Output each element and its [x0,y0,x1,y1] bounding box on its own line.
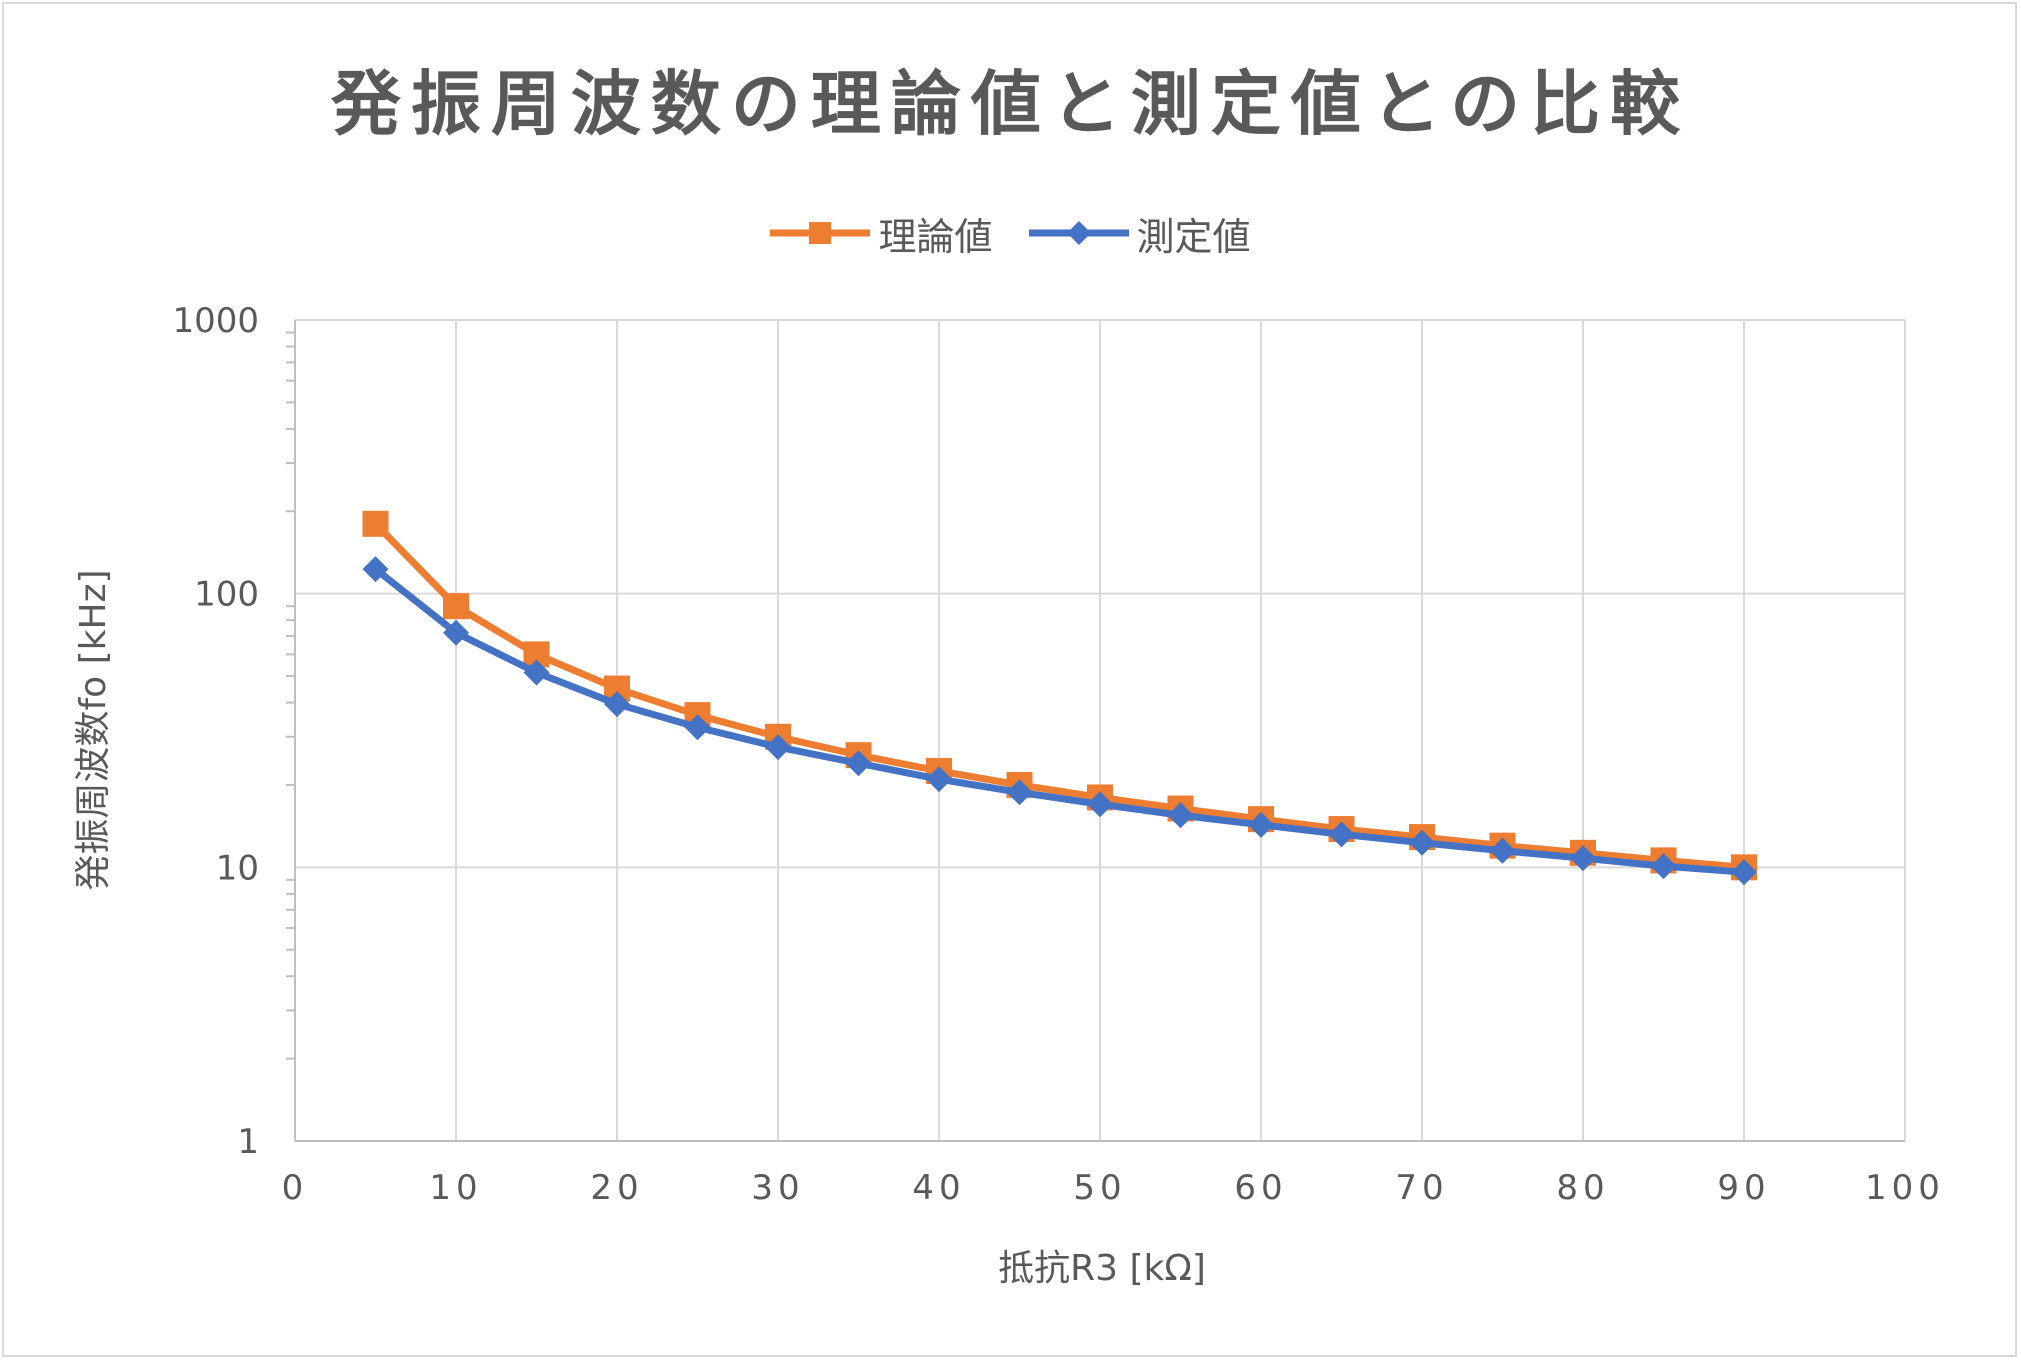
y-tick-label: 100 [194,575,259,615]
y-tick-label: 10 [216,848,259,888]
data-point-measured [1248,811,1274,838]
x-tick-label: 70 [1395,1168,1448,1208]
y-axis-title: 発振周波数fo [kHz] [73,569,114,890]
data-point-measured [1087,791,1113,818]
x-tick-label: 20 [590,1168,643,1208]
x-tick-label: 0 [282,1168,309,1208]
legend-swatch-theory [770,222,871,244]
x-tick-label: 80 [1556,1168,1609,1208]
series-line-measured [373,566,1745,876]
data-point-measured [1409,829,1435,856]
legend-item-theory: 理論値 [770,206,993,261]
chart-title: 発振周波数の理論値と測定値との比較 [330,63,1691,145]
data-point-measured [1650,853,1677,880]
data-point-measured [765,734,791,761]
data-point-measured [523,659,550,686]
data-point-measured [604,691,630,718]
data-point-measured [1328,821,1355,848]
legend-label-measured: 測定値 [1136,214,1251,259]
x-tick-label: 90 [1717,1168,1770,1208]
data-point-measured [1489,837,1516,864]
x-tick-label: 10 [429,1168,482,1208]
x-tick-label: 40 [912,1168,965,1208]
data-point-measured [845,750,872,777]
data-point-measured [926,766,952,793]
legend-item-measured: 測定値 [1028,206,1251,261]
data-point-measured [1731,859,1757,886]
legend-swatch-measured [1028,221,1129,245]
data-point-measured [1570,845,1596,872]
series-line-theory [372,521,1745,871]
legend-label-theory: 理論値 [878,214,993,259]
x-tick-label: 50 [1073,1168,1126,1208]
data-point-measured [362,556,389,583]
x-axis-title: 抵抗R3 [kΩ] [998,1248,1206,1289]
y-tick-label: 1000 [172,301,259,341]
y-tick-label: 1 [237,1122,259,1162]
data-point-measured [1006,779,1033,806]
data-point-measured [684,714,711,741]
x-tick-label: 30 [751,1168,804,1208]
data-point-measured [1167,802,1194,829]
x-tick-label: 60 [1234,1168,1287,1208]
data-point-measured [443,619,469,646]
x-tick-label: 100 [1865,1168,1945,1208]
data-point-theory [362,510,389,537]
legend: 理論値 測定値 [0,205,2021,261]
data-point-theory [443,593,469,620]
